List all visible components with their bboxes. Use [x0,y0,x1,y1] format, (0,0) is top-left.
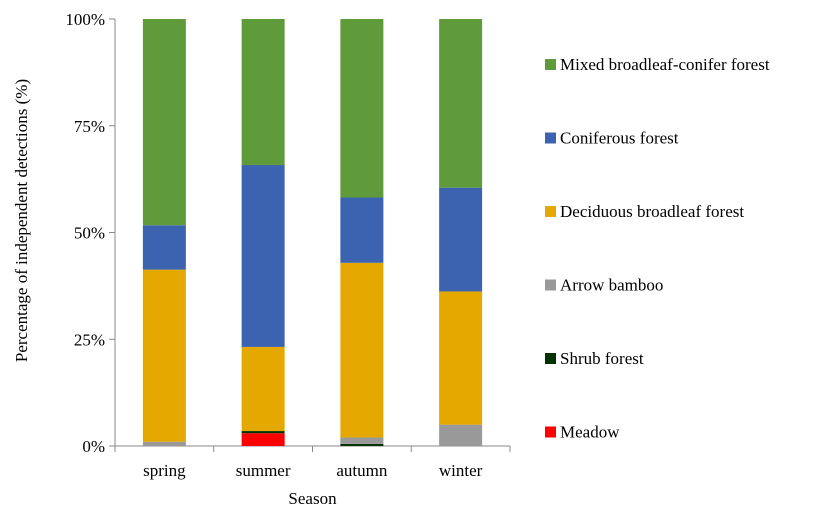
legend-swatch [545,279,556,291]
bar-segment [241,165,285,347]
bar-segment [241,19,285,166]
legend-label: Arrow bamboo [560,276,663,295]
x-tick-label: summer [236,461,291,480]
legend-swatch [545,132,556,144]
x-axis-title: Season [288,489,337,508]
legend-label: Shrub forest [560,349,644,368]
bar-segment [340,262,384,438]
bar-segment [142,19,186,226]
bar-segment [241,346,285,432]
legend-label: Mixed broadleaf-conifer forest [560,55,770,74]
bar-segment [241,431,285,434]
legend-swatch [545,353,556,364]
legend: Mixed broadleaf-conifer forest Coniferous… [545,55,770,442]
x-tick-label: autumn [336,461,387,480]
y-tick-label: 100% [65,10,105,29]
bars [142,19,483,446]
bar-segment [142,441,186,446]
y-tick-label: 75% [74,117,105,136]
x-tick-label: spring [143,461,186,480]
bar-segment [439,19,483,188]
y-tick-label: 25% [74,330,105,349]
bar-segment [340,443,384,446]
legend-swatch [545,426,556,438]
bar-segment [340,197,384,263]
y-tick-label: 0% [82,437,105,456]
legend-label: Coniferous forest [560,129,679,148]
legend-swatch [545,59,556,70]
legend-swatch [545,206,556,217]
bar-segment [439,291,483,425]
x-ticks: spring summer autumn winter [114,446,511,480]
bar-segment [142,225,186,270]
legend-label: Meadow [560,423,620,442]
bar-segment [241,433,285,446]
bar-segment [439,424,483,446]
bar-segment [340,437,384,444]
bar-segment [439,187,483,292]
legend-label: Deciduous broadleaf forest [560,202,744,221]
bar-segment [142,269,186,442]
y-tick-label: 50% [74,224,105,243]
bar-segment [340,19,384,198]
y-axis-title: Percentage of independent detections (%) [12,79,31,362]
y-ticks: 0% 25% 50% 75% 100% [65,10,115,456]
x-tick-label: winter [439,461,483,480]
